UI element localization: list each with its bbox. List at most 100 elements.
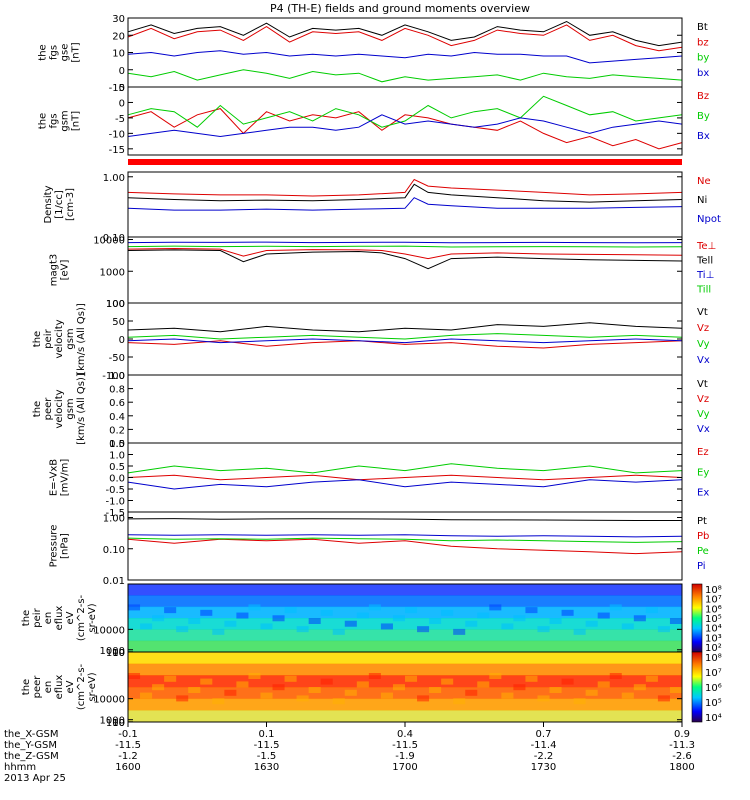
panel-temperature: 10000 1000 100 magt3 [eV] Te⊥ Tell Ti⊥ Till bbox=[49, 236, 717, 310]
spectrogram-cell bbox=[441, 678, 454, 685]
y-tick-label: 0.10 bbox=[103, 233, 125, 244]
colorbar bbox=[691, 583, 703, 653]
spectrogram-cell bbox=[284, 675, 297, 682]
y-axis-label-line: the bbox=[38, 44, 49, 60]
y-axis-label-line: eflux bbox=[54, 606, 65, 631]
legend-entry: Npot bbox=[697, 214, 721, 225]
y-axis-label-line: sr-eV) bbox=[87, 603, 98, 632]
y-axis-label-line: eV bbox=[65, 611, 76, 624]
colorbar-tick-label: 10⁶ bbox=[705, 683, 722, 694]
legend-entry: Ez bbox=[697, 447, 709, 458]
colorbar-tick-label: 10² bbox=[705, 643, 722, 654]
colorbar-tick-label: 10⁷ bbox=[705, 595, 722, 606]
spectrogram-cell bbox=[537, 626, 550, 633]
y-axis-label: the fgs gse [nT] bbox=[38, 42, 82, 62]
spectrogram-cell bbox=[128, 604, 141, 611]
spectrogram-cell bbox=[657, 695, 670, 702]
colorbar bbox=[691, 651, 703, 723]
spectrogram-cell bbox=[140, 623, 153, 630]
y-axis-label-line: eV bbox=[65, 680, 76, 693]
series-line-Te⊥ bbox=[127, 247, 683, 260]
spectrogram-cell bbox=[477, 612, 490, 619]
series-line-bx bbox=[127, 50, 683, 64]
y-tick-label: 10000 bbox=[93, 625, 125, 636]
y-tick-label: -10 bbox=[109, 129, 125, 140]
spectrogram-cell bbox=[585, 689, 598, 696]
x-tick-label: 1730 bbox=[531, 762, 556, 773]
spectrogram-cell bbox=[128, 673, 141, 679]
spectrogram-cell bbox=[332, 698, 345, 705]
spectrogram-cell bbox=[224, 689, 237, 696]
legend-entry: Vx bbox=[697, 355, 710, 366]
y-tick-label: 1.0 bbox=[109, 371, 125, 382]
y-tick-label: 0 bbox=[119, 335, 125, 346]
colorbar-tick-label: 10⁴ bbox=[705, 624, 722, 635]
spectrogram-cell bbox=[597, 612, 610, 619]
x-tick-label: 0.7 bbox=[536, 729, 552, 740]
y-axis-label-line: the bbox=[32, 401, 43, 417]
y-tick-label: 1.00 bbox=[103, 514, 125, 525]
legend-entry: Vt bbox=[697, 307, 708, 318]
spectrogram bbox=[128, 652, 682, 723]
y-tick-label: 10000 bbox=[93, 695, 125, 706]
series-line-Vt bbox=[127, 322, 683, 333]
spectrogram-cell bbox=[585, 620, 598, 627]
spectrogram-cell bbox=[212, 698, 225, 705]
y-tick-label: 10 bbox=[112, 49, 125, 60]
series-line-Ex bbox=[127, 479, 683, 490]
y-tick-label: -1.0 bbox=[105, 497, 125, 508]
x-tick-label: 1600 bbox=[115, 762, 140, 773]
spectrogram-cell bbox=[140, 692, 153, 699]
spectrogram-cell bbox=[356, 612, 369, 619]
spectrogram-cell bbox=[645, 675, 658, 682]
series-line-Till bbox=[127, 245, 683, 248]
legend-entry: Ey bbox=[697, 467, 709, 478]
legend-entry: Vy bbox=[697, 409, 710, 420]
y-axis-label: the peir velocity gsm [km/s (All Qs)] bbox=[32, 303, 87, 375]
series-line-Ez bbox=[127, 474, 683, 481]
y-tick-label: 0 bbox=[119, 98, 125, 109]
series-line-Vz bbox=[127, 340, 683, 349]
panel-fgs-gse: 30 20 10 0 -10 the fgs gse [nT] Bt bz by bx bbox=[38, 14, 710, 94]
x-tick-label: -11.5 bbox=[115, 740, 141, 751]
legend-entry: Ex bbox=[697, 488, 709, 499]
x-tick-label: -2.2 bbox=[534, 751, 554, 762]
spectrogram-cell bbox=[465, 689, 478, 696]
y-axis-label-line: peir bbox=[32, 607, 43, 627]
legend-entry: Ni bbox=[697, 195, 707, 206]
panel-density: 1.00 0.10 Density [1/cc] [cm-3] Ne Ni Npot bbox=[43, 171, 721, 244]
spectrogram-cell bbox=[669, 618, 682, 624]
y-tick-label: 20 bbox=[112, 31, 125, 42]
legend-entry: Te⊥ bbox=[696, 241, 716, 252]
panel-frame bbox=[127, 374, 683, 444]
y-tick-label: 0.6 bbox=[109, 398, 125, 409]
spectrogram-cell bbox=[513, 684, 526, 691]
spectrogram-band bbox=[128, 663, 682, 676]
spectrogram-cell bbox=[417, 695, 430, 702]
y-tick-label: -10 bbox=[109, 83, 125, 94]
legend-entry: Bz bbox=[697, 91, 709, 102]
x-axis-row-label: 2013 Apr 25 bbox=[4, 773, 66, 784]
x-tick-label: 0.9 bbox=[674, 729, 690, 740]
spectrogram-cell bbox=[260, 692, 273, 699]
legend-entry: Pb bbox=[697, 531, 709, 542]
y-tick-label: 1.0 bbox=[109, 451, 125, 462]
spectrogram-cell bbox=[332, 628, 345, 635]
separator-bar bbox=[128, 159, 682, 165]
x-axis-row-label: the_X-GSM bbox=[4, 729, 58, 740]
spectrogram-cell bbox=[645, 607, 658, 614]
spectrogram-cell bbox=[188, 687, 201, 693]
y-tick-label: 100 bbox=[106, 299, 125, 310]
panel-efield: 1.51.00.50.0-0.5-1.0-1.5E=-VxB [mV/m]EzEy… bbox=[49, 439, 710, 519]
spectrogram-cell bbox=[537, 695, 550, 702]
series-line-By bbox=[127, 95, 683, 128]
spectrogram-cell bbox=[152, 684, 165, 691]
x-tick-label: -11.3 bbox=[669, 740, 695, 751]
chart-title: P4 (TH-E) fields and ground moments over… bbox=[270, 2, 530, 15]
y-axis-label-line: the bbox=[21, 610, 32, 626]
legend-entry: Bt bbox=[697, 22, 708, 33]
spectrogram-cell bbox=[489, 673, 502, 679]
x-tick-label: 1630 bbox=[254, 762, 279, 773]
y-axis-label-line: magt3 bbox=[49, 254, 60, 287]
y-tick-label: 100 bbox=[106, 648, 125, 659]
